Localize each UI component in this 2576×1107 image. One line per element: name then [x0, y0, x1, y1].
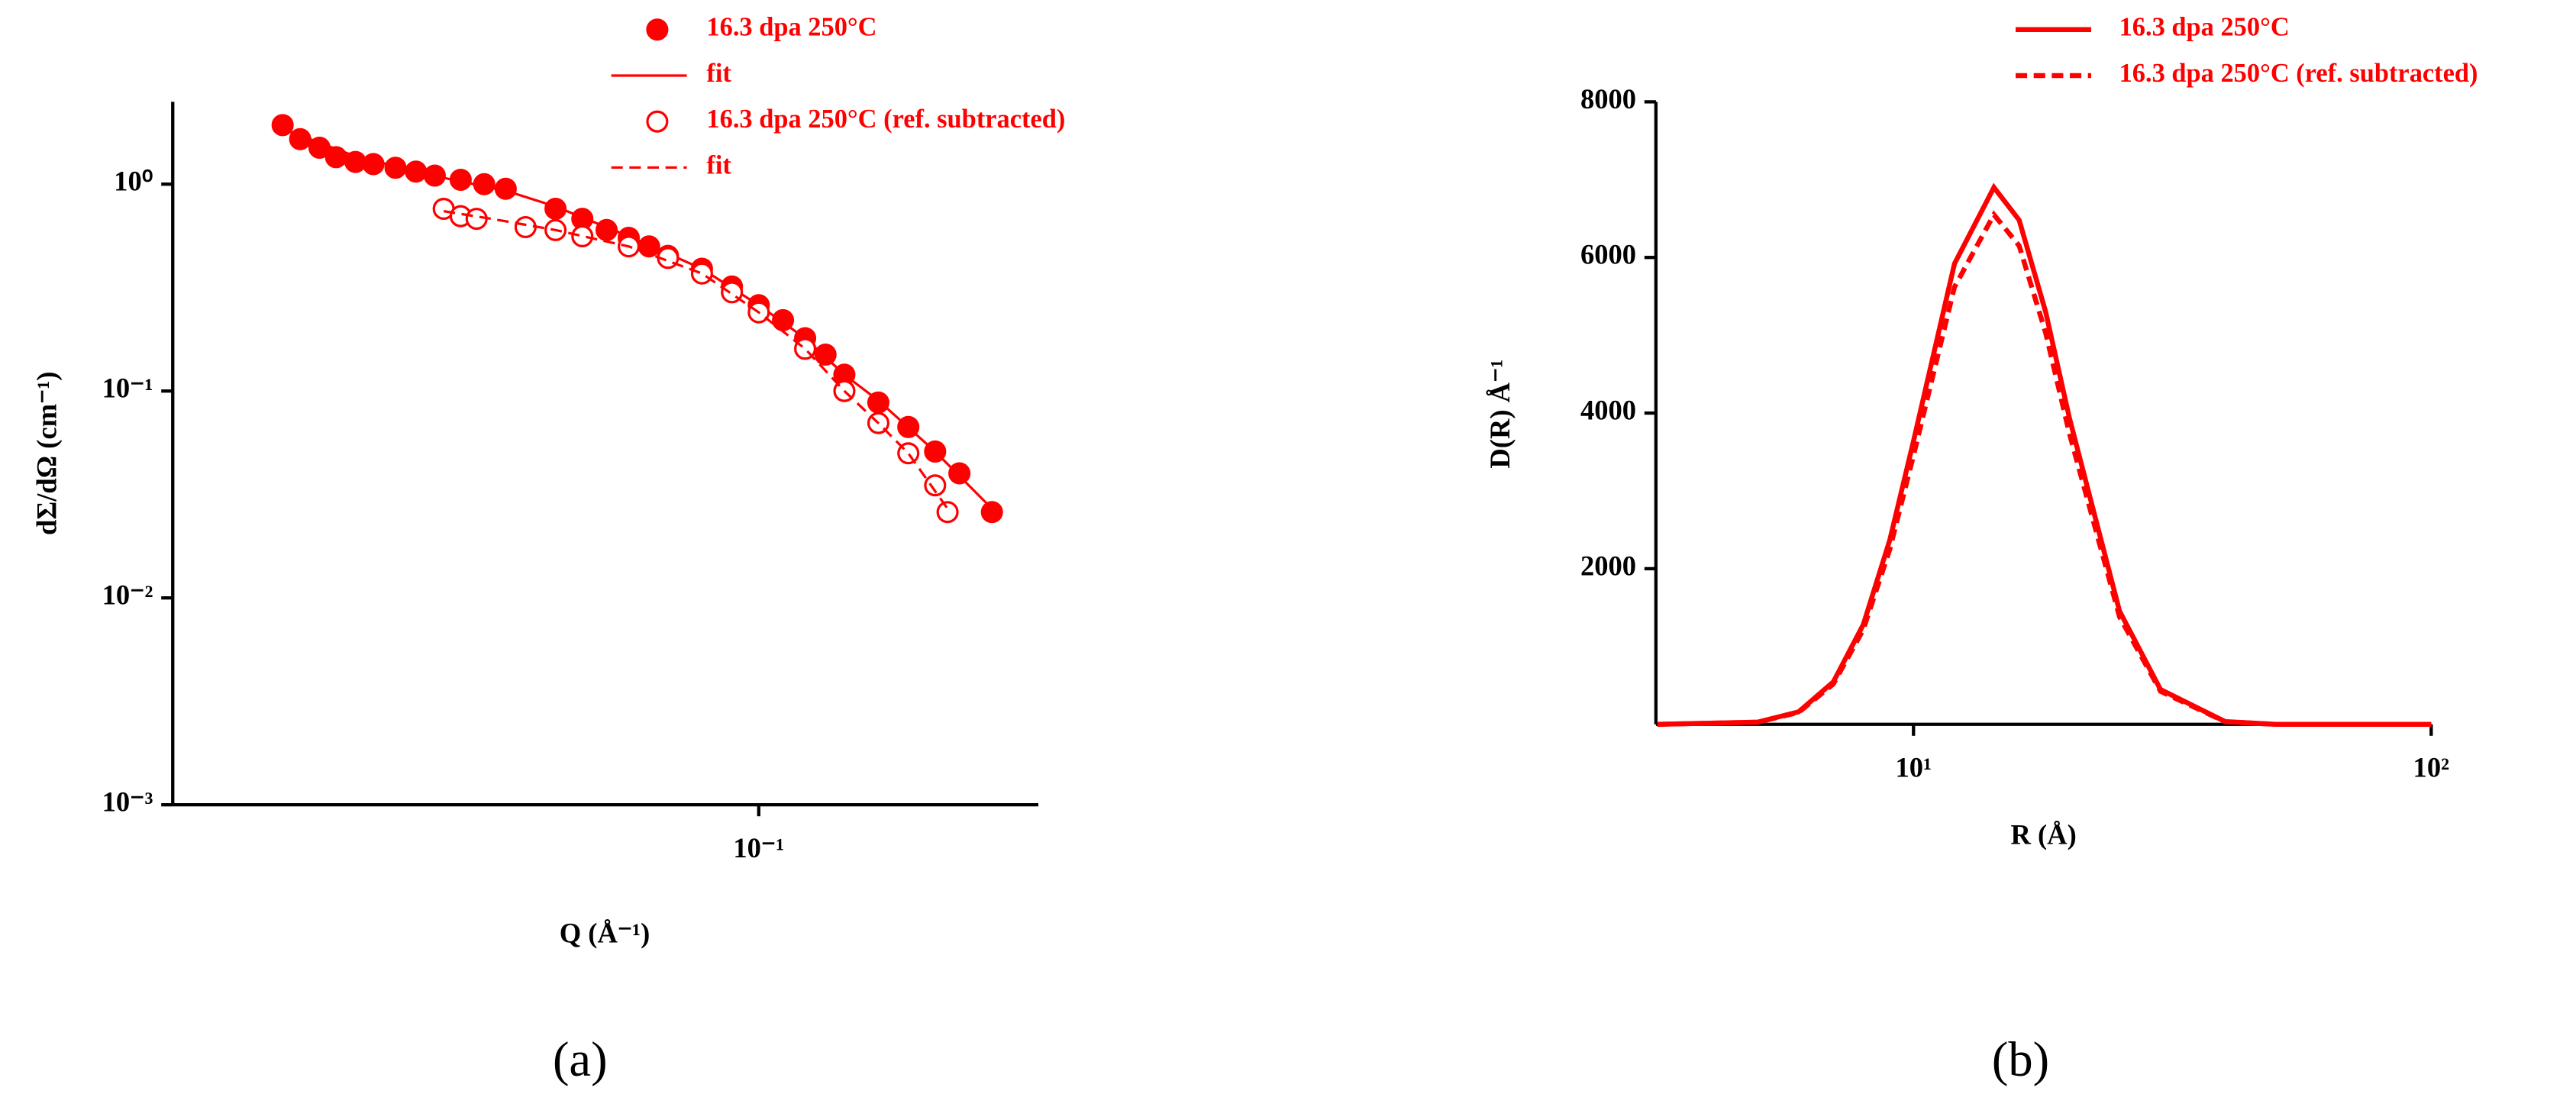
data-point	[980, 501, 1003, 524]
y-tick-label: 8000	[1580, 83, 1636, 115]
data-point	[514, 215, 537, 238]
data-point	[571, 224, 594, 247]
data-point	[690, 262, 713, 285]
legend-symbol	[646, 110, 669, 133]
series-line	[1657, 182, 2432, 727]
data-point	[936, 501, 959, 524]
x-tick-label: 10⁻¹	[733, 832, 784, 863]
legend-symbol	[646, 18, 669, 41]
data-point	[814, 343, 837, 366]
y-tick-label: 6000	[1580, 239, 1636, 270]
series-line	[1657, 210, 2432, 727]
y-tick-label: 10⁻³	[102, 786, 153, 818]
y-axis-label: D(R) Å⁻¹	[1484, 360, 1516, 469]
data-point	[465, 208, 488, 231]
legend-label: 16.3 dpa 250°C	[2119, 13, 2290, 42]
x-tick-label: 10²	[2413, 751, 2450, 783]
data-point	[948, 462, 971, 485]
legend-label: fit	[706, 150, 731, 179]
y-tick-label: 10⁻²	[102, 579, 153, 611]
series-line	[443, 210, 949, 510]
data-point	[384, 157, 407, 179]
data-point	[362, 153, 385, 176]
caption: (a)	[553, 1031, 608, 1086]
y-tick-label: 10⁰	[114, 166, 153, 197]
x-axis-label: Q (Å⁻¹)	[560, 918, 650, 949]
y-tick-label: 4000	[1580, 394, 1636, 425]
legend-label: 16.3 dpa 250°C (ref. subtracted)	[2119, 59, 2478, 88]
y-tick-label: 10⁻¹	[102, 373, 153, 404]
legend-label: 16.3 dpa 250°C (ref. subtracted)	[706, 105, 1065, 134]
y-tick-label: 2000	[1580, 550, 1636, 581]
x-tick-label: 10¹	[1896, 751, 1932, 783]
y-axis-label: dΣ/dΩ (cm⁻¹)	[31, 372, 62, 535]
legend-label: 16.3 dpa 250°C	[706, 13, 876, 42]
series-line	[282, 127, 993, 510]
data-point	[924, 474, 947, 497]
x-axis-label: R (Å)	[2010, 819, 2076, 850]
legend-label: fit	[706, 59, 731, 88]
caption: (b)	[1992, 1031, 2049, 1086]
